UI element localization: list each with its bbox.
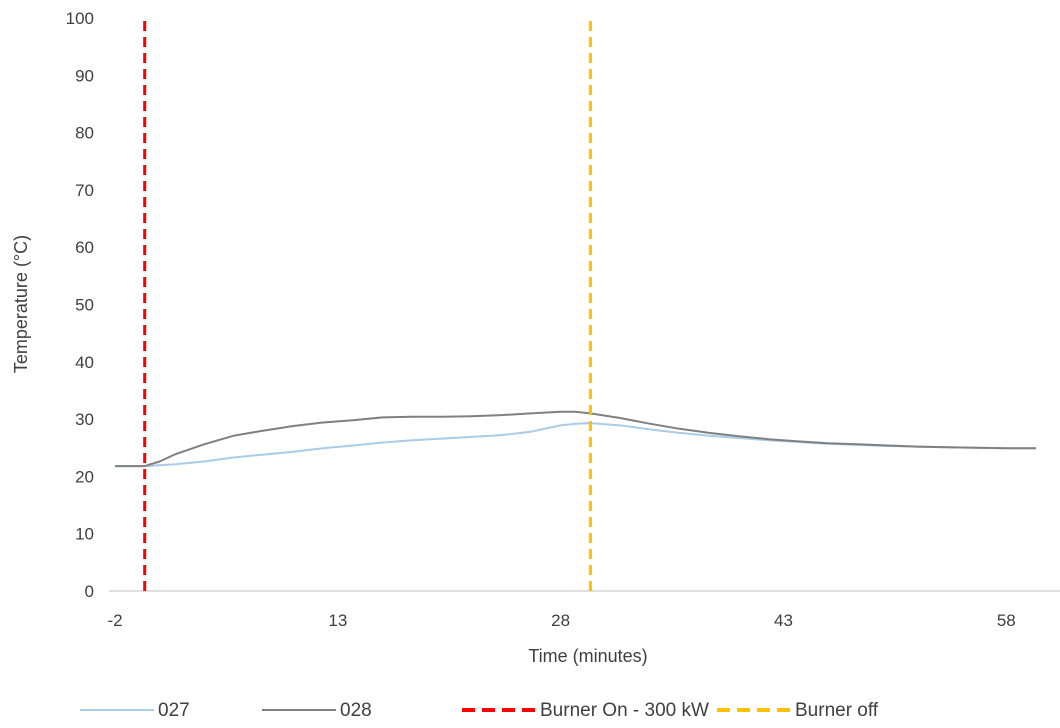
y-tick-label: 20	[75, 467, 94, 486]
series-line-2	[115, 410, 1036, 468]
x-tick-label: 13	[328, 611, 347, 630]
y-tick-label: 0	[85, 582, 94, 601]
y-tick-label: 80	[75, 124, 94, 143]
y-tick-label: 40	[75, 353, 94, 372]
x-axis-title: Time (minutes)	[528, 646, 647, 666]
legend-label-4: Burner off	[795, 700, 879, 721]
x-tick-label: -2	[107, 611, 122, 630]
x-tick-label: 43	[774, 611, 793, 630]
y-tick-label: 100	[66, 9, 94, 28]
legend-label-2: 028	[340, 700, 372, 721]
legend: 027 028 Burner On - 300 kW Burner off	[80, 700, 879, 721]
y-tick-label: 60	[75, 238, 94, 257]
y-tick-label: 50	[75, 296, 94, 315]
legend-label-1: 027	[158, 700, 190, 721]
y-axis-ticks: 0 10 20 30 40 50 60 70 80 90 100	[66, 9, 94, 601]
series-line-1	[115, 422, 1036, 468]
x-tick-label: 28	[551, 611, 570, 630]
x-axis-ticks: -2 13 28 43 58	[107, 611, 1015, 630]
y-tick-label: 70	[75, 181, 94, 200]
series-layer	[115, 18, 1036, 591]
x-tick-label: 58	[997, 611, 1016, 630]
y-tick-label: 30	[75, 410, 94, 429]
y-tick-label: 90	[75, 66, 94, 85]
legend-label-3: Burner On - 300 kW	[540, 700, 709, 721]
y-axis-title: Temperature (°C)	[11, 235, 31, 373]
y-tick-label: 10	[75, 525, 94, 544]
